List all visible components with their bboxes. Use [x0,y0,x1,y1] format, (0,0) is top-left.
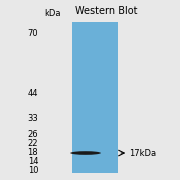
Text: Western Blot: Western Blot [75,6,138,16]
Ellipse shape [70,151,101,155]
Text: kDa: kDa [44,9,61,18]
Bar [72,22,118,173]
Text: 17kDa: 17kDa [129,148,156,158]
